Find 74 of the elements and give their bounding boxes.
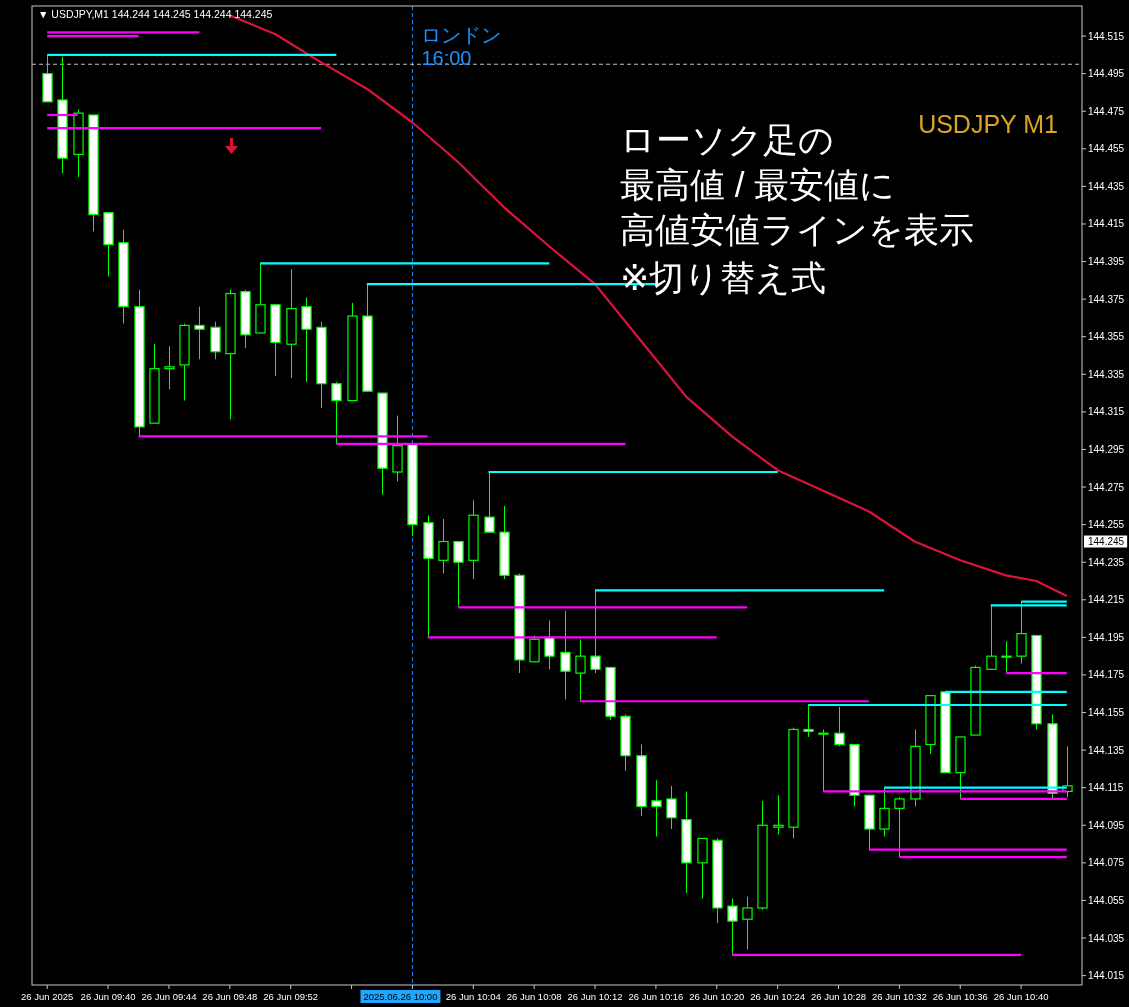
- x-tick-label: 26 Jun 10:40: [993, 991, 1049, 1002]
- annotation: USDJPY M1: [918, 110, 1058, 138]
- y-tick-label: 144.435: [1088, 180, 1125, 192]
- y-tick-label: 144.115: [1088, 782, 1124, 794]
- candlestick: [453, 540, 464, 608]
- text: 2025.06.26 10:00: [363, 991, 438, 1002]
- y-tick-label: 144.295: [1088, 443, 1125, 455]
- candlestick: [301, 296, 312, 383]
- y-tick-label: 144.095: [1088, 819, 1125, 831]
- candlestick: [544, 619, 555, 670]
- x-tick-label: 26 Jun 09:40: [80, 991, 136, 1002]
- candlestick: [590, 589, 601, 674]
- candlestick: [651, 779, 662, 838]
- candlestick: [773, 794, 784, 836]
- y-tick-label: 144.035: [1088, 932, 1125, 944]
- candlestick: [803, 704, 814, 738]
- y-tick-label: 144.495: [1088, 68, 1125, 80]
- chart-title: ▼ USDJPY,M1 144.244 144.245 144.244 144.245: [38, 8, 273, 20]
- y-tick-label: 144.375: [1088, 293, 1125, 305]
- y-tick-label: 144.335: [1088, 368, 1125, 380]
- y-tick-label: 144.075: [1088, 857, 1125, 869]
- y-tick-label: 144.135: [1088, 744, 1125, 756]
- annotation: ローソク足の: [620, 120, 834, 159]
- candlestick: [742, 896, 753, 950]
- candlestick: [666, 785, 677, 830]
- x-tick-label: 26 Jun 10:04: [445, 991, 501, 1002]
- x-tick-label: 26 Jun 09:44: [141, 991, 197, 1002]
- y-tick-label: 144.215: [1088, 594, 1125, 606]
- y-tick-label: 144.415: [1088, 218, 1125, 230]
- x-tick-label: 26 Jun 10:08: [506, 991, 562, 1002]
- candlestick: [834, 706, 845, 747]
- ref-line-label: ロンドン 16:00: [421, 24, 502, 69]
- y-tick-label: 144.055: [1088, 894, 1125, 906]
- candlestick: [575, 638, 586, 702]
- candlestick: [879, 787, 890, 838]
- y-tick-label: 144.235: [1088, 556, 1125, 568]
- y-tick-label: 144.155: [1088, 707, 1125, 719]
- x-tick-label: 26 Jun 10:24: [750, 991, 806, 1002]
- candlestick: [484, 471, 495, 533]
- candlestick: [331, 381, 342, 445]
- x-tick-label: 26 Jun 10:36: [932, 991, 988, 1002]
- y-tick-label: 144.015: [1088, 970, 1125, 982]
- candlestick: [560, 610, 571, 700]
- candlestick: [1016, 601, 1027, 665]
- candlestick: [438, 518, 449, 574]
- y-tick-label: 144.315: [1088, 406, 1125, 418]
- x-tick-label: 26 Jun 10:32: [871, 991, 927, 1002]
- candlestick: [1001, 640, 1012, 674]
- candlestick: [164, 345, 175, 390]
- x-tick-label: 26 Jun 2025: [21, 991, 74, 1002]
- x-tick-label: 26 Jun 10:16: [628, 991, 684, 1002]
- x-tick-label: 26 Jun 10:20: [689, 991, 745, 1002]
- candlestick: [818, 728, 829, 792]
- candlestick: [194, 306, 205, 360]
- candlestick: [727, 898, 738, 956]
- y-tick-label: 144.195: [1088, 631, 1125, 643]
- text: 144.245: [1088, 536, 1125, 548]
- y-tick-label: 144.455: [1088, 143, 1125, 155]
- candlestick: [529, 634, 540, 663]
- x-tick-label: 26 Jun 09:48: [202, 991, 258, 1002]
- x-tick-label: 26 Jun 10:28: [811, 991, 866, 1002]
- y-tick-label: 144.515: [1088, 30, 1125, 42]
- x-tick-label: 26 Jun 10:12: [567, 991, 623, 1002]
- x-tick-label: 26 Jun 09:52: [263, 991, 319, 1002]
- y-tick-label: 144.475: [1088, 105, 1125, 117]
- candlestick: [986, 604, 997, 670]
- y-tick-label: 144.275: [1088, 481, 1125, 493]
- y-tick-label: 144.175: [1088, 669, 1125, 681]
- candlestick: [894, 796, 905, 858]
- y-tick-label: 144.395: [1088, 256, 1125, 268]
- annotation: 最高値 / 最安値に: [620, 165, 896, 204]
- y-tick-label: 144.355: [1088, 331, 1125, 343]
- y-tick-label: 144.255: [1088, 519, 1125, 531]
- annotation: 高値安値ラインを表示: [620, 210, 974, 249]
